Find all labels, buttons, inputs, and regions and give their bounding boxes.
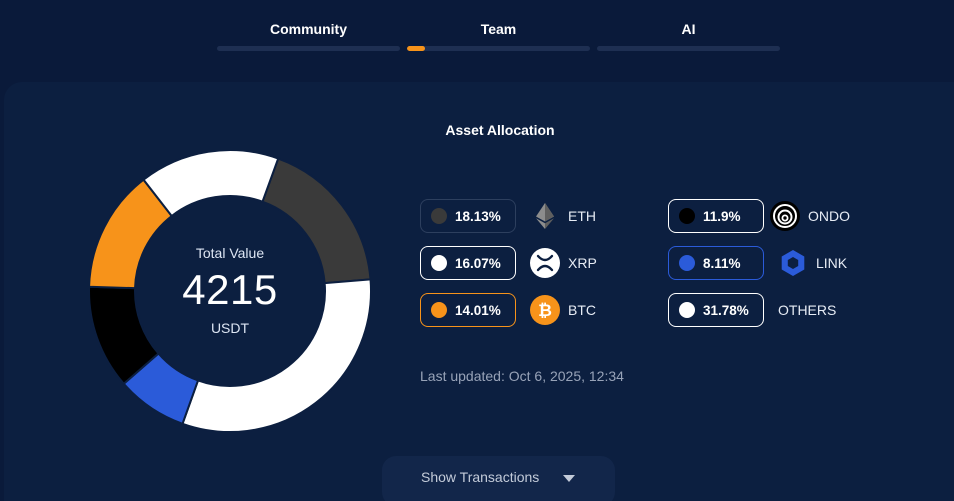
btc-icon: ₿ [530,295,560,325]
donut-slice-xrp [142,150,280,218]
legend-percent: 31.78% [703,303,749,318]
legend-percent: 18.13% [455,209,501,224]
legend-percent: 14.01% [455,303,501,318]
legend-label: BTC [568,302,596,318]
legend-label: XRP [568,255,597,271]
donut-chart [89,150,371,432]
chevron-down-icon [563,475,575,482]
show-transactions-label: Show Transactions [421,469,540,485]
legend-pill: 11.9% [668,199,764,233]
legend-dot [431,255,447,271]
ondo-icon [770,201,800,231]
legend-label: LINK [816,255,848,271]
legend-label: ONDO [808,208,850,224]
tab-team[interactable]: Team [407,0,590,58]
legend-percent: 8.11% [703,256,741,271]
donut-slice-others [181,278,371,432]
tab-community-label: Community [270,21,347,37]
legend-item-ondo: 11.9% ONDO [668,199,888,235]
show-transactions-button[interactable]: Show Transactions [382,456,615,501]
legend-pill: 16.07% [420,246,516,280]
legend-percent: 16.07% [455,256,501,271]
tab-bar: Community Team AI [0,0,954,60]
legend-dot [431,208,447,224]
legend-dot [431,302,447,318]
legend-pill: 31.78% [668,293,764,327]
svg-text:₿: ₿ [538,301,552,321]
tab-ai-label: AI [681,21,696,37]
last-updated: Last updated: Oct 6, 2025, 12:34 [420,368,624,384]
tab-team-label: Team [480,21,517,37]
legend-item-others: 31.78% OTHERS [668,293,888,329]
tab-ai[interactable]: AI [597,0,780,58]
asset-allocation-title: Asset Allocation [445,122,555,138]
legend-item-btc: 14.01% ₿ BTC [420,293,620,329]
tab-ai-progress [597,46,780,51]
legend-pill: 8.11% [668,246,764,280]
legend-item-xrp: 16.07% XRP [420,246,620,282]
legend-dot [679,302,695,318]
total-value-unit: USDT [210,320,250,336]
legend-label: OTHERS [778,302,837,318]
legend-dot [679,208,695,224]
legend-percent: 11.9% [703,209,741,224]
legend-pill: 14.01% [420,293,516,327]
link-icon [781,250,805,276]
total-value: 4215 [182,266,278,313]
tab-community-progress [217,46,400,51]
donut-center: Total Value 4215 USDT [89,150,371,432]
xrp-icon [530,248,560,278]
eth-icon [536,203,554,229]
legend-pill: 18.13% [420,199,516,233]
tab-community[interactable]: Community [217,0,400,58]
total-value-label: Total Value [195,245,265,261]
tab-team-progress [407,46,590,51]
legend-dot [679,255,695,271]
legend-item-link: 8.11% LINK [668,246,888,282]
allocation-card [4,82,954,501]
donut-svg [89,150,371,432]
legend-label: ETH [568,208,596,224]
legend-item-eth: 18.13% ETH [420,199,620,235]
